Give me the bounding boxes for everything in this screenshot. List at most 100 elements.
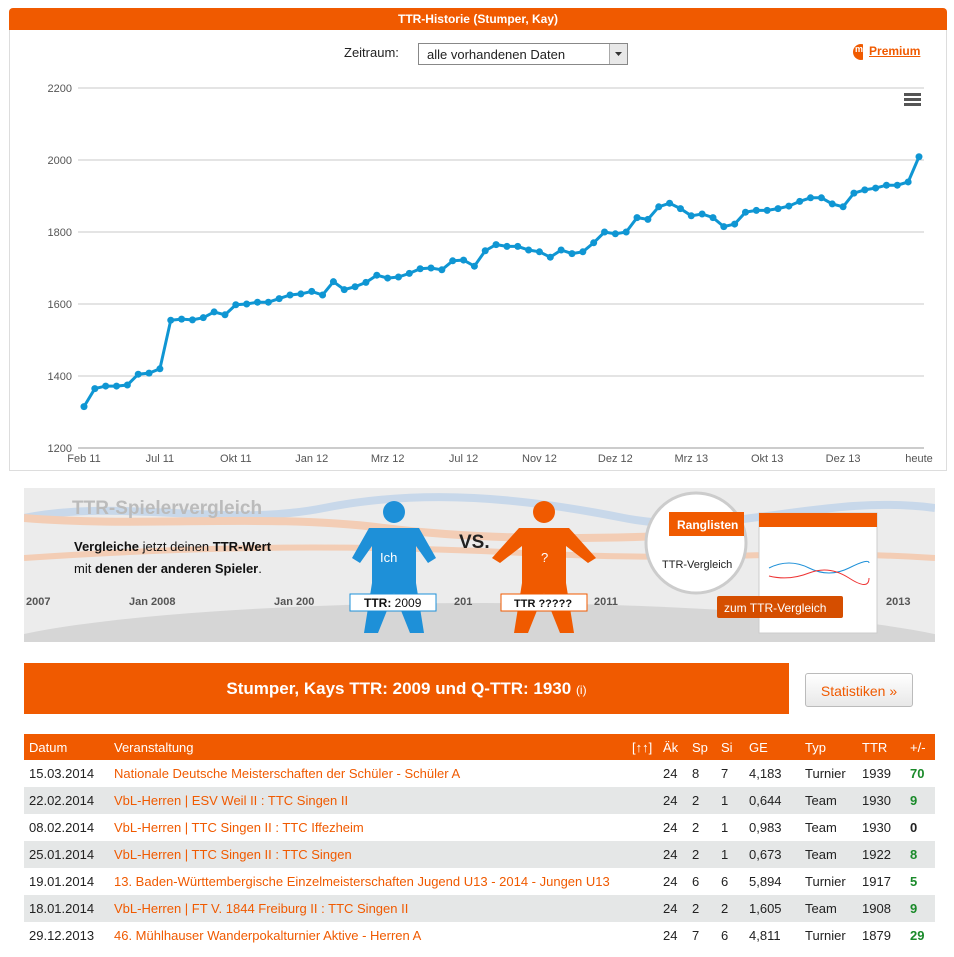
table-cell: 2: [692, 820, 700, 835]
menu-icon[interactable]: [904, 93, 921, 106]
data-point: [601, 228, 609, 236]
summary-info[interactable]: (i): [575, 683, 587, 697]
table-cell: [627, 922, 658, 949]
data-point: [882, 181, 890, 189]
data-point: [752, 206, 760, 214]
table-cell: 24: [658, 787, 687, 814]
data-point: [893, 181, 901, 189]
premium-prefix: my: [855, 44, 869, 54]
banner-text: mit: [74, 561, 92, 576]
data-point: [915, 153, 923, 161]
me-label: Ich: [380, 550, 397, 565]
data-point: [633, 214, 641, 222]
banner-text: denen der anderen Spieler: [95, 561, 258, 576]
table-cell: 1922: [857, 841, 905, 868]
data-point: [134, 370, 142, 378]
statistics-button[interactable]: Statistiken »: [805, 673, 913, 707]
data-point: [655, 203, 663, 211]
x-tick-label: Okt 13: [751, 453, 783, 465]
data-point: [449, 257, 457, 265]
comparison-banner[interactable]: TTR-Spielervergleich Vergleiche jetzt de…: [24, 488, 935, 642]
table-cell: 5: [910, 874, 918, 889]
data-point: [438, 266, 446, 274]
bg-year: 2013: [886, 596, 910, 608]
data-point: [178, 315, 186, 323]
data-point: [525, 246, 533, 254]
y-tick-label: 1400: [48, 371, 72, 383]
data-point: [80, 403, 88, 411]
table-cell: 0: [910, 820, 918, 835]
table-cell: 25.01.2014: [24, 841, 109, 868]
event-link[interactable]: 46. Mühlhauser Wanderpokalturnier Aktive…: [114, 928, 422, 943]
table-cell: 1930: [857, 787, 905, 814]
table-cell: 24: [658, 841, 687, 868]
event-link[interactable]: VbL-Herren | FT V. 1844 Freiburg II : TT…: [109, 895, 627, 922]
table-cell: 1: [721, 820, 729, 835]
table-cell: 0,644: [744, 787, 800, 814]
table-cell: 70: [910, 766, 925, 781]
data-point: [221, 311, 229, 319]
event-link[interactable]: VbL-Herren | TTC Singen II : TTC Singen: [109, 841, 627, 868]
event-link[interactable]: VbL-Herren | TTC Singen II : TTC Iffezhe…: [114, 820, 364, 835]
x-tick-label: Feb 11: [67, 453, 100, 465]
period-select[interactable]: alle vorhandenen Daten: [418, 43, 628, 65]
data-point: [503, 242, 511, 250]
data-point: [676, 205, 684, 213]
summary-title: Stumper, Kays TTR: 2009 und Q-TTR: 1930: [226, 679, 572, 698]
event-link[interactable]: VbL-Herren | ESV Weil II : TTC Singen II: [109, 787, 627, 814]
data-point: [709, 214, 717, 222]
banner-title: TTR-Spielervergleich: [72, 498, 262, 519]
table-row: 15.03.2014 Nationale Deutsche Meisterscha…: [24, 760, 935, 787]
table-cell: Team: [800, 841, 857, 868]
summary-bar: Stumper, Kays TTR: 2009 und Q-TTR: 1930 …: [24, 663, 789, 714]
table-cell: 18.01.2014: [24, 895, 109, 922]
table-cell: 0,673: [744, 841, 800, 868]
column-header: Äk: [658, 734, 687, 760]
vs-label: VS.: [459, 532, 490, 553]
data-point: [774, 205, 782, 213]
data-point: [394, 273, 402, 281]
table-cell: 9: [905, 895, 935, 922]
table-cell: 6: [721, 928, 729, 943]
table-cell: 7: [692, 928, 700, 943]
table-cell: 15.03.2014: [29, 766, 95, 781]
data-point: [666, 199, 674, 207]
filter-label: Zeitraum:: [344, 45, 399, 60]
chart: 1200 1400 1600 1800 2000 2200 Feb 11 Jul 11 Okt …: [48, 83, 933, 465]
data-point: [319, 291, 327, 299]
table-cell: 2: [687, 841, 716, 868]
data-point: [535, 248, 543, 256]
table-cell: 24: [658, 895, 687, 922]
data-point: [861, 186, 869, 194]
table-cell: 1939: [862, 766, 891, 781]
data-point: [362, 278, 370, 286]
table-cell: [627, 895, 658, 922]
data-point: [720, 223, 728, 231]
table-cell: [627, 787, 658, 814]
data-point: [546, 253, 554, 261]
event-link[interactable]: Nationale Deutsche Meisterschaften der S…: [114, 766, 461, 781]
premium-link[interactable]: myPremium: [853, 44, 920, 60]
compare-button[interactable]: zum TTR-Vergleich: [724, 601, 826, 615]
data-point: [188, 316, 196, 324]
column-header: Veranstaltung: [109, 734, 627, 760]
data-point: [492, 241, 500, 249]
y-tick-label: 2000: [48, 155, 72, 167]
data-point: [427, 264, 435, 272]
table-cell: 0,983: [749, 820, 782, 835]
data-point: [123, 381, 131, 389]
banner-text: Vergleiche: [74, 539, 139, 554]
select-arrow[interactable]: [609, 44, 627, 64]
table-row: 19.01.2014 13. Baden-Württembergische Ein…: [24, 868, 935, 895]
data-point: [416, 265, 424, 273]
data-point: [807, 194, 815, 202]
data-point: [828, 200, 836, 208]
table-cell: 24: [663, 820, 678, 835]
table-cell: Team: [800, 787, 857, 814]
column-header: Typ: [800, 734, 857, 760]
event-link[interactable]: 13. Baden-Württembergische Einzelmeister…: [114, 874, 610, 889]
table-cell: 1879: [862, 928, 891, 943]
x-tick-label: Okt 11: [220, 453, 252, 465]
table-cell: 1917: [862, 874, 891, 889]
